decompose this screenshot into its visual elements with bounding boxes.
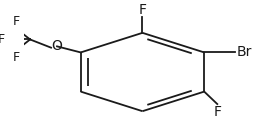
Text: Br: Br: [236, 45, 252, 59]
Text: F: F: [13, 15, 20, 28]
Text: F: F: [13, 51, 20, 64]
Text: F: F: [138, 2, 146, 17]
Text: O: O: [52, 39, 62, 53]
Text: F: F: [0, 33, 5, 46]
Text: F: F: [213, 105, 221, 119]
